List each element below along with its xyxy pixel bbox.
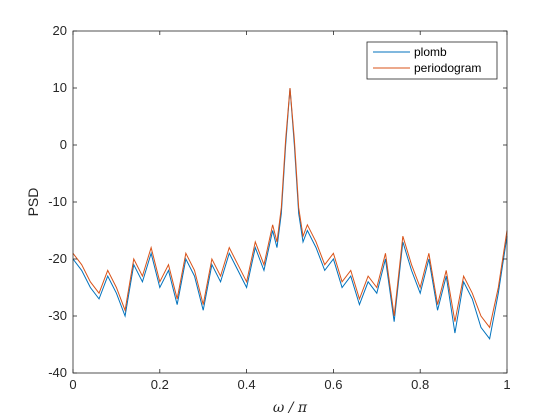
legend-label-plomb: plomb [414,45,447,59]
x-tick-label: 0 [69,377,76,392]
x-tick-label: 0.8 [411,377,429,392]
y-tick-label: -10 [48,194,67,209]
x-tick-label: 1 [503,377,510,392]
y-tick-label: -40 [48,365,67,380]
legend-box [366,41,498,80]
x-tick-label: 0.2 [151,377,169,392]
y-tick-label: 0 [60,137,67,152]
ticks-layer: 0 0.2 0.4 0.6 0.8 1 -40 -30 -20 -10 0 10 20 [48,23,510,392]
x-axis-label: ω / π [273,400,308,416]
y-tick-label: -30 [48,308,67,323]
plot-area [73,31,507,373]
y-axis-label: PSD [25,188,41,217]
legend: plomb periodogram [366,41,498,80]
series-line-periodogram [72,87,508,329]
x-tick-label: 0.6 [324,377,342,392]
legend-label-periodogram: periodogram [414,61,481,75]
x-tick-label: 0.4 [238,377,256,392]
y-tick-label: 20 [53,23,67,38]
y-tick-label: 10 [53,80,67,95]
y-tick-label: -20 [48,251,67,266]
series-layer [72,87,508,340]
